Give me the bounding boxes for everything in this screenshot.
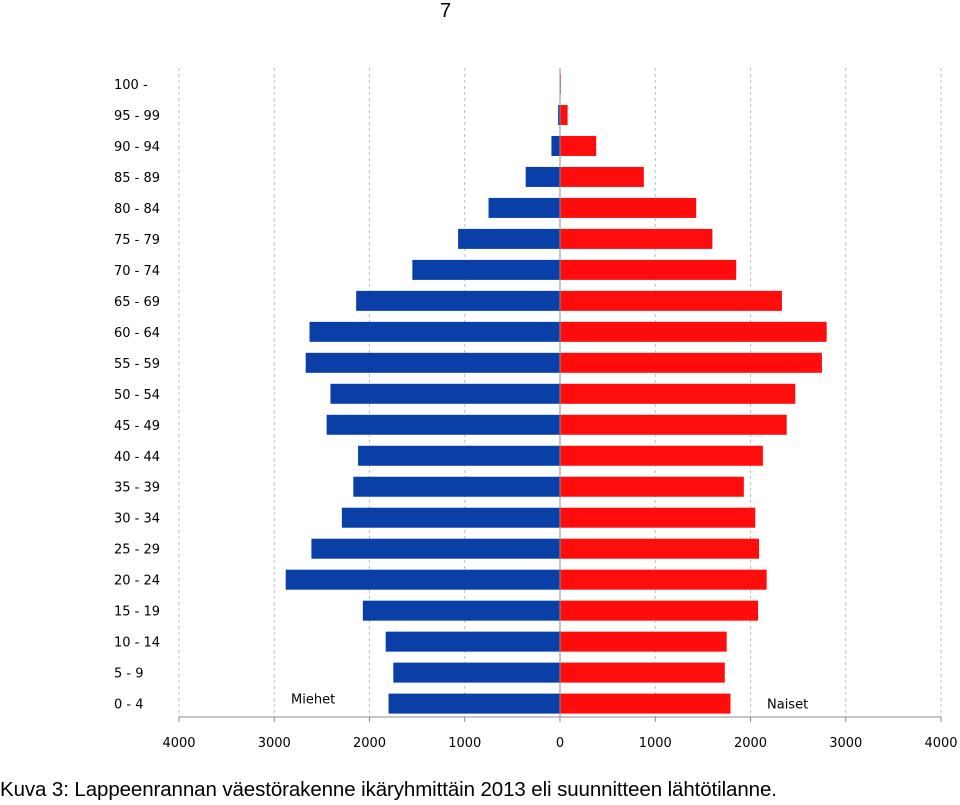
y-tick-label: 65 - 69 xyxy=(114,295,160,310)
bar-men-20-24 xyxy=(285,569,560,590)
y-tick-label: 50 - 54 xyxy=(114,388,160,403)
x-tick-label: 4000 xyxy=(162,736,195,751)
figure-caption: Kuva 3: Lappeenrannan väestörakenne ikär… xyxy=(0,778,777,801)
y-tick-label: 45 - 49 xyxy=(114,419,160,434)
bar-women-90-94 xyxy=(560,135,597,156)
x-tick-label: 3000 xyxy=(829,736,862,751)
bars xyxy=(285,74,827,714)
bar-women-60-64 xyxy=(560,321,827,342)
y-tick-label: 85 - 89 xyxy=(114,171,160,186)
bar-women-10-14 xyxy=(560,631,727,652)
bar-men-95-99 xyxy=(558,104,560,125)
y-tick-label: 55 - 59 xyxy=(114,357,160,372)
page-number: 7 xyxy=(440,0,452,22)
y-tick-label: 80 - 84 xyxy=(114,202,160,217)
y-tick-label: 95 - 99 xyxy=(114,109,160,124)
x-tick-label: 1000 xyxy=(639,736,672,751)
population-pyramid-chart: 4000 3000 2000 1000 0 1000 2000 3000 4000 0 - 4 5 … xyxy=(114,68,958,751)
legend-label-women: Naiset xyxy=(767,698,808,713)
y-tick-label: 100 - xyxy=(114,78,148,93)
bar-men-15-19 xyxy=(362,600,560,621)
bar-men-60-64 xyxy=(309,321,560,342)
axes xyxy=(178,68,942,722)
x-tick-label: 3000 xyxy=(258,736,291,751)
x-tick-label: 2000 xyxy=(353,736,386,751)
x-tick-label: 1000 xyxy=(448,736,481,751)
y-tick-label: 0 - 4 xyxy=(114,698,144,713)
bar-women-65-69 xyxy=(560,290,782,311)
bar-men-75-79 xyxy=(458,228,560,249)
bar-women-50-54 xyxy=(560,383,796,404)
bar-men-0-4 xyxy=(388,693,560,714)
x-tick-label: 0 xyxy=(556,736,564,751)
bar-women-0-4 xyxy=(560,693,731,714)
y-tick-label: 60 - 64 xyxy=(114,326,160,341)
legend-label-men: Miehet xyxy=(291,693,335,708)
labels: 4000 3000 2000 1000 0 1000 2000 3000 4000 0 - 4 5 … xyxy=(114,78,958,751)
bar-women-80-84 xyxy=(560,197,697,218)
bar-women-95-99 xyxy=(560,104,568,125)
bar-women-30-34 xyxy=(560,507,756,528)
bar-women-70-74 xyxy=(560,259,737,280)
x-tick-label: 4000 xyxy=(924,736,957,751)
bar-women-15-19 xyxy=(560,600,759,621)
bar-women-75-79 xyxy=(560,228,713,249)
y-tick-label: 10 - 14 xyxy=(114,636,160,651)
bar-men-5-9 xyxy=(393,662,560,683)
y-tick-label: 35 - 39 xyxy=(114,481,160,496)
x-tick-label: 2000 xyxy=(734,736,767,751)
y-tick-label: 5 - 9 xyxy=(114,667,144,682)
bar-women-40-44 xyxy=(560,445,763,466)
bar-men-70-74 xyxy=(412,259,560,280)
y-tick-label: 30 - 34 xyxy=(114,512,160,527)
bar-men-85-89 xyxy=(525,166,560,187)
bar-women-85-89 xyxy=(560,166,644,187)
bar-men-50-54 xyxy=(330,383,560,404)
bar-men-65-69 xyxy=(356,290,560,311)
y-tick-label: 25 - 29 xyxy=(114,543,160,558)
bar-women-45-49 xyxy=(560,414,787,435)
bar-women-35-39 xyxy=(560,476,744,497)
y-tick-label: 40 - 44 xyxy=(114,450,160,465)
bar-women-25-29 xyxy=(560,538,760,559)
bar-women-5-9 xyxy=(560,662,725,683)
bar-men-40-44 xyxy=(358,445,560,466)
bar-men-30-34 xyxy=(341,507,560,528)
y-tick-label: 75 - 79 xyxy=(114,233,160,248)
bar-men-35-39 xyxy=(353,476,560,497)
y-tick-label: 20 - 24 xyxy=(114,574,160,589)
bar-men-45-49 xyxy=(326,414,560,435)
y-tick-label: 70 - 74 xyxy=(114,264,160,279)
bar-men-80-84 xyxy=(488,197,560,218)
bar-women-20-24 xyxy=(560,569,767,590)
y-tick-label: 90 - 94 xyxy=(114,140,160,155)
bar-men-10-14 xyxy=(385,631,560,652)
bar-men-55-59 xyxy=(305,352,560,373)
y-tick-label: 15 - 19 xyxy=(114,605,160,620)
bar-women-55-59 xyxy=(560,352,822,373)
bar-men-90-94 xyxy=(551,135,560,156)
bar-men-25-29 xyxy=(311,538,560,559)
